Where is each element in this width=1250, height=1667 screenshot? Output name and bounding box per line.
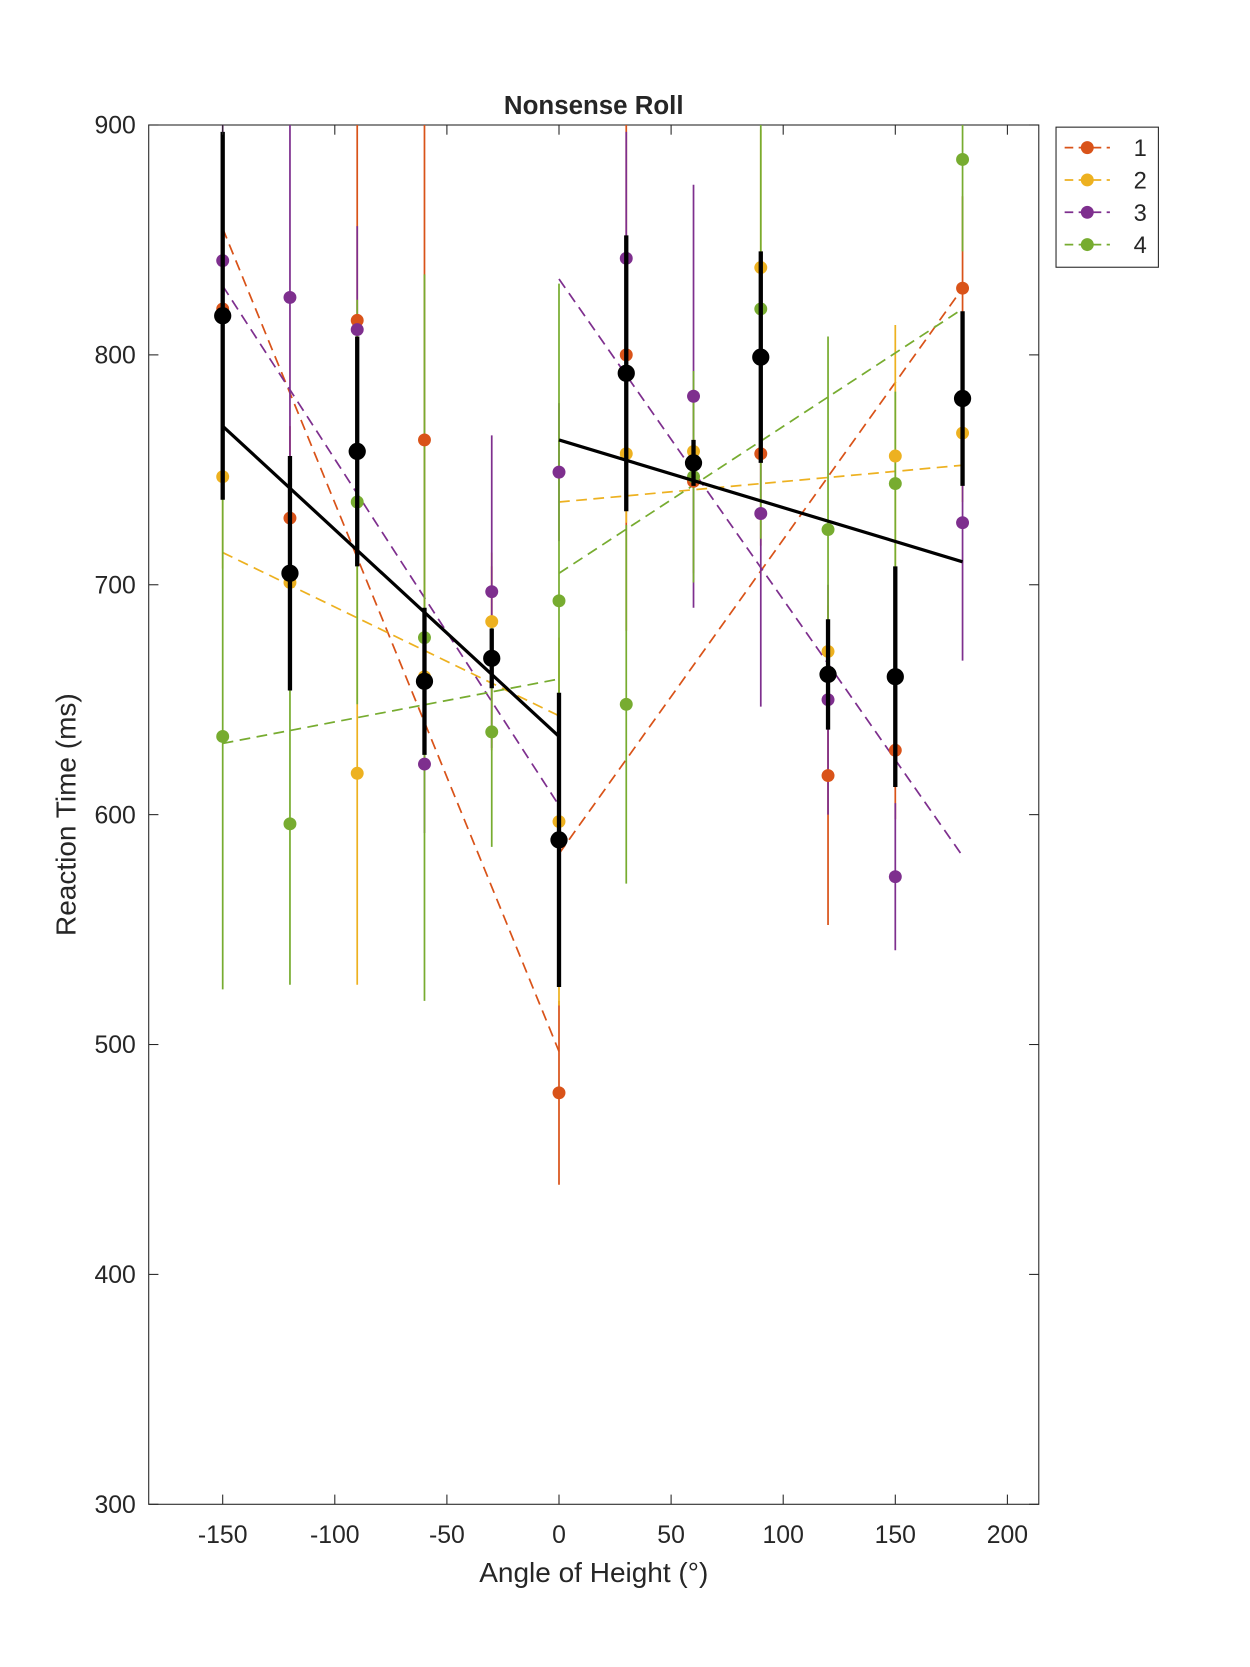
- marker: [687, 389, 700, 403]
- legend-marker: [1080, 205, 1094, 219]
- fit-line: [222, 678, 560, 745]
- marker: [888, 477, 902, 491]
- marker: [956, 153, 970, 166]
- x-tick-label: 0: [552, 1522, 566, 1549]
- marker: [418, 757, 431, 771]
- marker: [485, 615, 499, 629]
- chart-title: Nonsense Roll: [504, 92, 684, 120]
- marker: [552, 594, 566, 608]
- marker: [350, 323, 364, 337]
- legend-label: 4: [1134, 233, 1147, 259]
- legend-label: 3: [1134, 201, 1147, 227]
- x-tick-label: 50: [657, 1522, 685, 1549]
- marker: [888, 870, 902, 884]
- mean-fit-line: [221, 424, 561, 738]
- marker: [821, 769, 835, 783]
- marker: [216, 730, 230, 743]
- mean-marker: [752, 348, 770, 366]
- legend: 1 2 3 4: [1055, 126, 1159, 268]
- x-tick-label: -150: [198, 1522, 248, 1549]
- legend-marker: [1080, 173, 1094, 187]
- marker: [350, 766, 364, 780]
- mean-marker: [281, 564, 299, 582]
- marker: [283, 290, 297, 304]
- mean-marker: [415, 672, 434, 690]
- fit-line: [558, 308, 964, 574]
- x-tick-label: 150: [875, 1522, 916, 1549]
- plot-content: [214, 124, 972, 1185]
- fit-line: [222, 551, 560, 717]
- fit-line: [221, 228, 560, 1052]
- x-tick-label: 100: [763, 1522, 804, 1549]
- plot-area: [148, 124, 1040, 1505]
- y-tick-label: 700: [94, 572, 135, 599]
- y-tick-label: 300: [94, 1492, 135, 1519]
- mean-marker: [550, 831, 568, 849]
- marker: [485, 725, 499, 739]
- legend-label: 2: [1134, 169, 1147, 195]
- marker: [888, 449, 902, 463]
- y-tick-label: 500: [94, 1032, 135, 1059]
- marker: [619, 697, 633, 711]
- y-tick-label: 400: [94, 1262, 135, 1289]
- x-axis-label: Angle of Height (°): [479, 1557, 708, 1588]
- marker: [754, 507, 768, 520]
- mean-marker: [953, 389, 972, 408]
- mean-marker: [819, 665, 837, 684]
- mean-marker: [348, 442, 366, 461]
- marker: [552, 465, 566, 479]
- mean-marker: [214, 307, 232, 325]
- x-tick-label: -50: [429, 1522, 465, 1549]
- marker: [418, 433, 431, 447]
- y-axis-label: Reaction Time (ms): [50, 693, 81, 936]
- x-tick-label: 200: [987, 1522, 1028, 1549]
- legend-marker: [1080, 141, 1094, 155]
- legend-label: 1: [1134, 136, 1147, 162]
- y-tick-label: 800: [94, 343, 135, 370]
- legend-marker: [1080, 238, 1094, 252]
- mean-marker: [684, 454, 703, 472]
- marker: [956, 516, 970, 530]
- mean-marker: [617, 364, 635, 382]
- mean-marker: [483, 649, 501, 667]
- y-tick-label: 900: [94, 113, 135, 140]
- marker: [283, 817, 297, 831]
- marker: [821, 523, 835, 537]
- marker: [485, 585, 499, 599]
- x-tick-label: -100: [310, 1522, 360, 1549]
- axes: -150 -100 -50 0 50 100 150 200 300 400 500 600 700 80…: [94, 113, 1039, 1549]
- marker: [350, 313, 364, 327]
- marker: [552, 1086, 566, 1100]
- y-tick-label: 600: [94, 802, 135, 829]
- marker: [956, 281, 970, 295]
- mean-marker: [886, 668, 904, 686]
